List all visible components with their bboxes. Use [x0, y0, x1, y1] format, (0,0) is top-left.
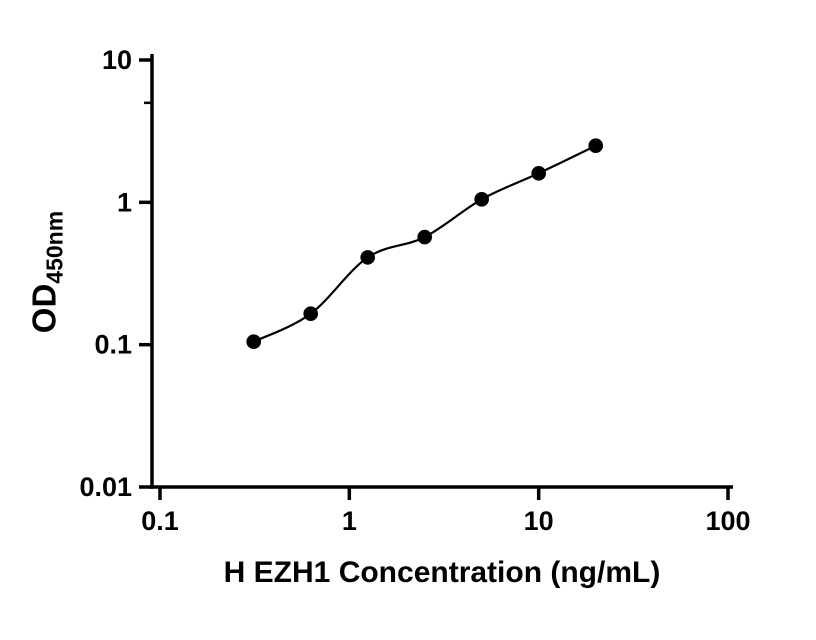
data-point — [417, 229, 433, 245]
x-tick-label: 1 — [342, 506, 357, 536]
y-axis-title-subscript: 450nm — [41, 210, 68, 284]
y-tick-label: 0.01 — [79, 472, 132, 502]
y-tick-label: 10 — [102, 45, 132, 75]
x-tick-label: 100 — [705, 506, 750, 536]
data-point — [531, 166, 546, 181]
y-axis-title-main: OD — [25, 283, 63, 334]
y-axis-title: OD450nm — [26, 211, 69, 333]
data-point — [588, 138, 603, 153]
data-point — [360, 250, 376, 265]
y-tick-label: 1 — [117, 187, 132, 217]
y-tick-label: 0.1 — [94, 330, 132, 360]
data-point — [246, 334, 261, 350]
x-tick-label: 0.1 — [141, 506, 179, 536]
x-axis-title: H EZH1 Concentration (ng/mL) — [223, 556, 661, 589]
data-point — [474, 192, 490, 207]
x-tick-label: 10 — [524, 506, 554, 536]
data-point — [303, 306, 319, 322]
